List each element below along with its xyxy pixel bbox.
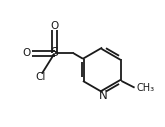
Text: O: O xyxy=(50,21,59,31)
Text: Cl: Cl xyxy=(35,73,46,82)
Text: S: S xyxy=(50,46,59,59)
Text: O: O xyxy=(22,48,31,58)
Text: N: N xyxy=(99,89,107,102)
Text: CH₃: CH₃ xyxy=(136,83,155,93)
